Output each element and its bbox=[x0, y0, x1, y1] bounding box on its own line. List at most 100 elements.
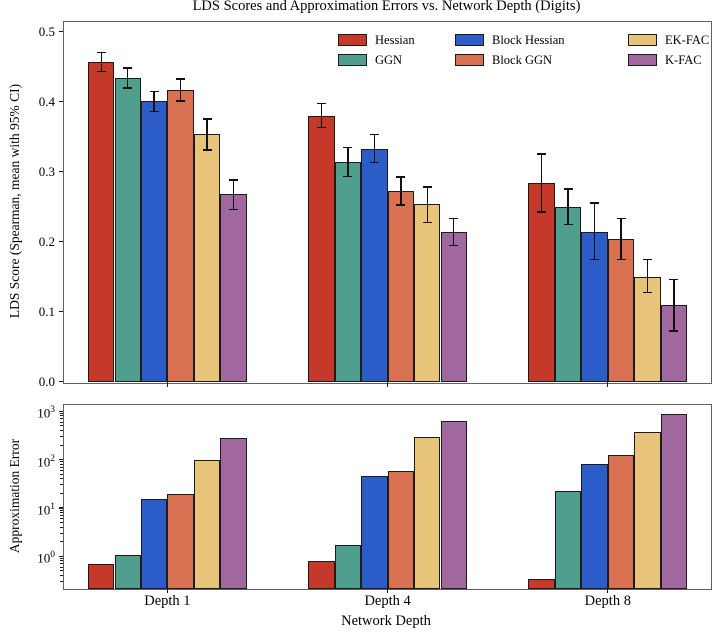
error-cap bbox=[369, 161, 379, 164]
error-cap bbox=[642, 291, 652, 294]
error-cap bbox=[642, 258, 652, 261]
legend-swatch-block-hessian bbox=[455, 33, 484, 46]
error-bar-block-hessian-depth-4 bbox=[373, 134, 376, 163]
bar-error-block-ggn-depth-4 bbox=[387, 471, 415, 589]
error-bar-ek-fac-depth-1 bbox=[206, 119, 208, 150]
x-axis-label: Network Depth bbox=[341, 613, 431, 629]
error-cap bbox=[449, 244, 459, 247]
y-minor-tick bbox=[60, 526, 63, 528]
error-cap bbox=[343, 175, 353, 178]
y-minor-tick bbox=[60, 532, 63, 534]
x-tick bbox=[607, 588, 609, 594]
lds-y-axis-label: LDS Score (Spearman, mean with 95% CI) bbox=[7, 83, 22, 319]
y-minor-tick bbox=[60, 415, 63, 417]
y-minor-tick bbox=[60, 430, 63, 432]
y-tick bbox=[58, 555, 63, 557]
figure-title: LDS Scores and Approximation Errors vs. … bbox=[192, 0, 581, 14]
y-tick-label: 0.3 bbox=[38, 163, 55, 179]
bar-lds-block-ggn-depth-8 bbox=[607, 239, 635, 383]
x-tick bbox=[607, 382, 609, 387]
bar-lds-block-ggn-depth-1 bbox=[167, 90, 194, 383]
bar-lds-ggn-depth-4 bbox=[334, 161, 362, 383]
bar-error-k-fac-depth-4 bbox=[440, 421, 467, 589]
bar-error-k-fac-depth-8 bbox=[660, 413, 688, 589]
legend-swatch-k-fac bbox=[628, 53, 657, 66]
bar-error-ek-fac-depth-1 bbox=[193, 460, 221, 589]
y-tick-label: 0.4 bbox=[38, 93, 55, 109]
y-tick bbox=[58, 170, 63, 173]
y-tick bbox=[58, 459, 63, 461]
bar-lds-block-hessian-depth-4 bbox=[361, 149, 388, 383]
y-tick-label: 0.1 bbox=[38, 303, 55, 319]
y-minor-tick bbox=[60, 469, 63, 471]
error-bar-hessian-depth-8 bbox=[540, 154, 543, 213]
legend-swatch-ggn bbox=[338, 53, 367, 66]
y-tick bbox=[58, 410, 63, 412]
y-tick bbox=[58, 380, 63, 383]
error-cap bbox=[590, 258, 600, 261]
error-cap bbox=[616, 258, 626, 261]
error-cap bbox=[202, 118, 212, 120]
bar-lds-ggn-depth-8 bbox=[554, 207, 582, 383]
y-minor-tick bbox=[60, 581, 63, 583]
bar-error-ggn-depth-8 bbox=[554, 491, 582, 589]
error-bar-ek-fac-depth-8 bbox=[646, 259, 649, 293]
error-cap bbox=[176, 100, 186, 102]
error-bar-hessian-depth-1 bbox=[100, 52, 103, 72]
error-cap bbox=[396, 176, 406, 178]
error-bar-ek-fac-depth-4 bbox=[426, 186, 429, 223]
y-minor-tick bbox=[60, 512, 63, 514]
y-minor-tick bbox=[60, 563, 63, 565]
bar-error-block-hessian-depth-8 bbox=[581, 463, 608, 589]
error-cap bbox=[229, 208, 239, 211]
error-cap bbox=[537, 211, 547, 213]
error-bar-block-hessian-depth-1 bbox=[153, 91, 155, 112]
error-cap bbox=[537, 153, 547, 155]
bar-error-k-fac-depth-1 bbox=[220, 438, 247, 589]
bar-error-block-ggn-depth-1 bbox=[167, 493, 194, 589]
y-minor-tick bbox=[60, 560, 63, 562]
y-minor-tick bbox=[60, 466, 63, 468]
x-tick bbox=[166, 588, 168, 594]
error-cap bbox=[369, 133, 379, 136]
error-cap bbox=[149, 110, 159, 113]
y-minor-tick bbox=[60, 484, 63, 486]
y-tick-label: 103 bbox=[37, 405, 55, 421]
error-cap bbox=[449, 217, 459, 220]
error-cap bbox=[316, 102, 326, 105]
legend-label-block-hessian: Block Hessian bbox=[492, 32, 565, 47]
y-minor-tick bbox=[60, 522, 63, 524]
bar-lds-ggn-depth-1 bbox=[114, 77, 141, 383]
error-bar-block-ggn-depth-8 bbox=[620, 218, 622, 260]
y-tick bbox=[58, 30, 63, 33]
legend-label-k-fac: K-FAC bbox=[665, 52, 702, 67]
x-tick bbox=[387, 382, 389, 387]
y-minor-tick bbox=[60, 558, 63, 559]
error-bar-ggn-depth-4 bbox=[347, 147, 349, 177]
x-tick-label: Depth 4 bbox=[364, 593, 411, 609]
error-bar-block-ggn-depth-1 bbox=[179, 79, 182, 101]
bar-lds-block-hessian-depth-1 bbox=[140, 100, 168, 383]
bar-error-block-ggn-depth-8 bbox=[607, 454, 635, 589]
y-tick-label: 0.2 bbox=[38, 233, 55, 249]
legend-swatch-block-ggn bbox=[455, 53, 484, 66]
legend-label-block-ggn: Block GGN bbox=[492, 52, 553, 67]
bar-error-ggn-depth-4 bbox=[334, 544, 362, 589]
error-cap bbox=[669, 278, 679, 281]
error-bar-ggn-depth-8 bbox=[567, 189, 569, 225]
bar-lds-hessian-depth-4 bbox=[308, 115, 335, 383]
legend-swatch-ek-fac bbox=[628, 33, 657, 46]
error-cap bbox=[563, 188, 573, 190]
y-tick bbox=[58, 100, 63, 103]
error-cap bbox=[316, 126, 326, 129]
error-cap bbox=[616, 217, 626, 220]
y-tick bbox=[58, 240, 63, 243]
legend-label-hessian: Hessian bbox=[375, 32, 415, 47]
error-cap bbox=[396, 204, 406, 206]
bar-lds-ek-fac-depth-4 bbox=[414, 204, 441, 383]
error-bar-k-fac-depth-8 bbox=[673, 279, 675, 332]
y-minor-tick bbox=[60, 566, 63, 568]
error-bar-k-fac-depth-4 bbox=[452, 218, 455, 246]
y-tick-label: 0.5 bbox=[38, 23, 55, 39]
y-minor-tick bbox=[60, 413, 63, 415]
